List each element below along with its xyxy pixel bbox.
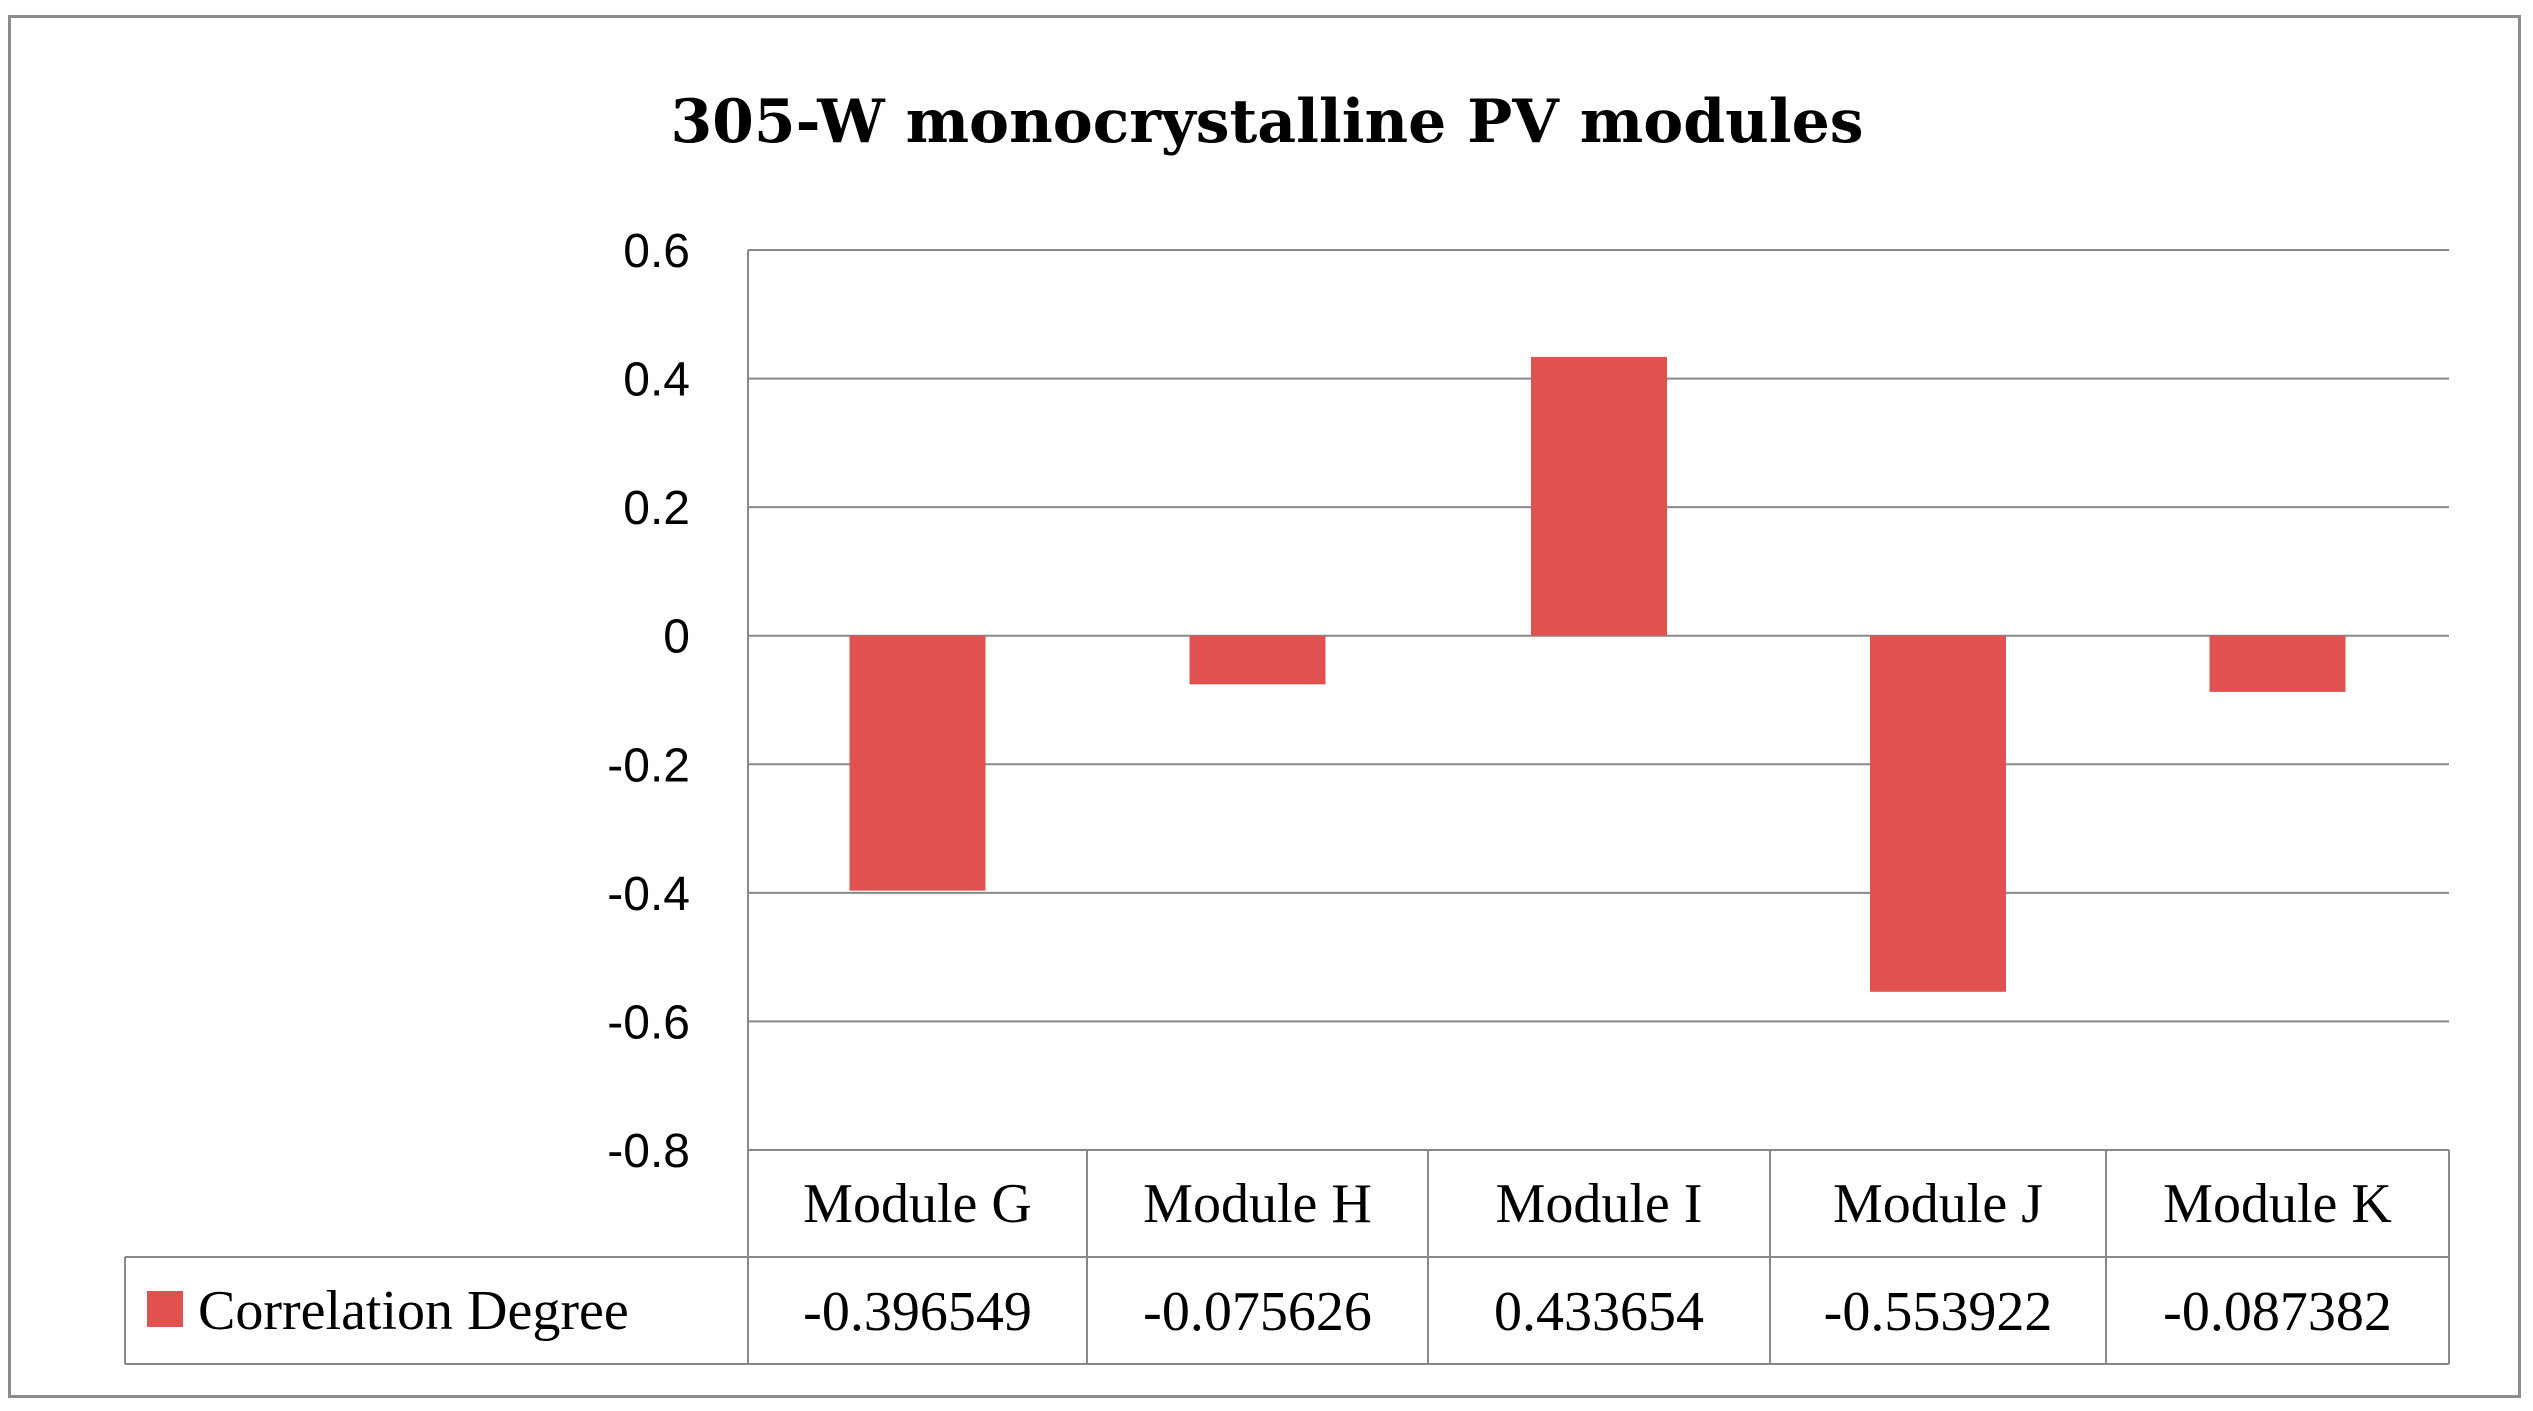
category-label: Module G [803, 1173, 1032, 1235]
data-value-label: 0.433654 [1494, 1281, 1704, 1343]
y-tick-label: 0.6 [623, 225, 690, 278]
category-label: Module I [1496, 1173, 1703, 1235]
category-label: Module H [1143, 1173, 1372, 1235]
y-tick-label: 0 [663, 611, 690, 664]
legend-series-name: Correlation Degree [198, 1280, 629, 1342]
data-value-label: -0.087382 [2163, 1281, 2392, 1343]
chart-frame [8, 15, 2521, 1398]
bar [849, 635, 986, 891]
y-tick-label: -0.8 [607, 1125, 690, 1178]
category-label: Module J [1833, 1173, 2043, 1235]
y-tick-label: -0.6 [607, 996, 690, 1049]
data-value-label: -0.075626 [1143, 1281, 1372, 1343]
category-label: Module K [2163, 1173, 2392, 1235]
gridlines [747, 249, 2449, 1151]
legend-swatch [147, 1291, 183, 1327]
bar [2209, 635, 2346, 692]
data-table: Module G Module H Module I Module J Module K… [124, 1149, 2450, 1365]
bars [849, 356, 2346, 992]
y-tick-label: -0.2 [607, 739, 690, 792]
y-tick-label: 0.4 [623, 354, 690, 407]
y-axis-tick-labels: 0.6 0.4 0.2 0 -0.2 -0.4 -0.6 -0.8 [607, 225, 690, 1178]
bar [1531, 356, 1667, 636]
y-tick-label: 0.2 [623, 482, 690, 535]
y-tick-label: -0.4 [607, 868, 690, 921]
bar [1189, 635, 1326, 685]
bar [1870, 635, 2006, 992]
data-value-label: -0.553922 [1824, 1281, 2053, 1343]
data-value-label: -0.396549 [803, 1281, 1032, 1343]
chart-title: 305-W monocrystalline PV modules [670, 87, 1863, 157]
